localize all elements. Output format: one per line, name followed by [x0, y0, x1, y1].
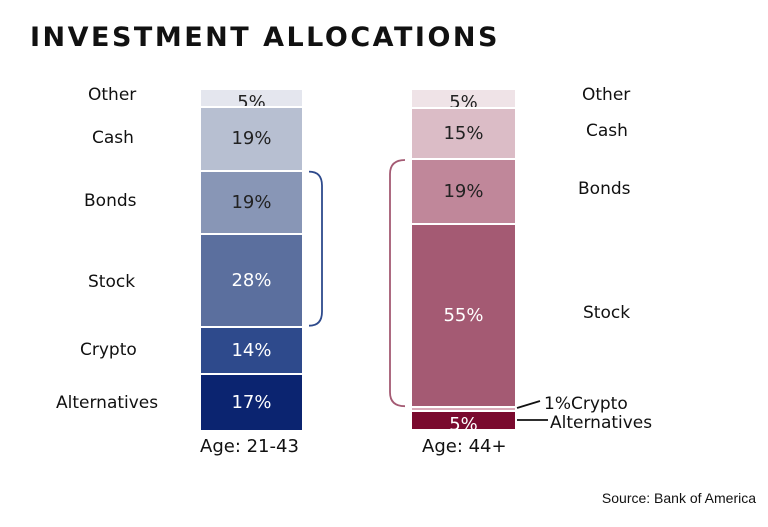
bar-segment-alternatives: 17%	[201, 375, 302, 430]
data-label: 5%	[449, 91, 478, 107]
right-label-bonds: Bonds	[578, 179, 631, 199]
data-label: 15%	[443, 122, 484, 144]
bar-segment-bonds: 19%	[412, 160, 515, 223]
right-label-alternatives: Alternatives	[550, 413, 653, 433]
data-label: 5%	[449, 413, 478, 429]
chart-title: INVESTMENT ALLOCATIONS	[30, 22, 500, 53]
data-label: 19%	[231, 191, 272, 213]
bracket-right	[389, 159, 406, 408]
left-label-crypto: Crypto	[80, 340, 137, 360]
data-label: 19%	[443, 180, 484, 202]
bar-segment-other: 5%	[201, 90, 302, 107]
bar-segment-cash: 19%	[201, 108, 302, 170]
left-label-stock: Stock	[88, 272, 136, 292]
bar-segment-crypto: 14%	[201, 327, 302, 373]
bar-segment-bonds: 19%	[201, 171, 302, 234]
data-label: 14%	[231, 339, 272, 361]
left-label-other: Other	[88, 85, 137, 105]
left-label-cash: Cash	[92, 128, 134, 148]
bar-segment-alternatives: 5%	[412, 412, 515, 429]
leader-crypto	[516, 400, 541, 409]
right-label-other: Other	[582, 85, 631, 105]
right-label-crypto: 1%Crypto	[544, 394, 628, 414]
bar-segment-stock: 28%	[201, 235, 302, 326]
x-label-young: Age: 21-43	[200, 436, 299, 457]
bar-segment-cash: 15%	[412, 108, 515, 158]
data-label: 55%	[443, 304, 484, 326]
bar-segment-other: 5%	[412, 90, 515, 107]
x-label-old: Age: 44+	[422, 436, 507, 457]
bar-segment-stock: 55%	[412, 224, 515, 407]
data-label: 5%	[237, 91, 266, 107]
bar-segment-crypto	[412, 408, 515, 411]
source-note: Source: Bank of America	[601, 490, 756, 506]
left-label-alternatives: Alternatives	[56, 393, 159, 413]
right-label-stock: Stock	[583, 303, 631, 323]
left-label-bonds: Bonds	[84, 191, 137, 211]
data-label: 19%	[231, 128, 272, 150]
data-label: 17%	[231, 392, 272, 413]
right-label-cash: Cash	[586, 121, 628, 141]
bracket-left	[308, 170, 323, 327]
data-label: 28%	[231, 269, 272, 291]
